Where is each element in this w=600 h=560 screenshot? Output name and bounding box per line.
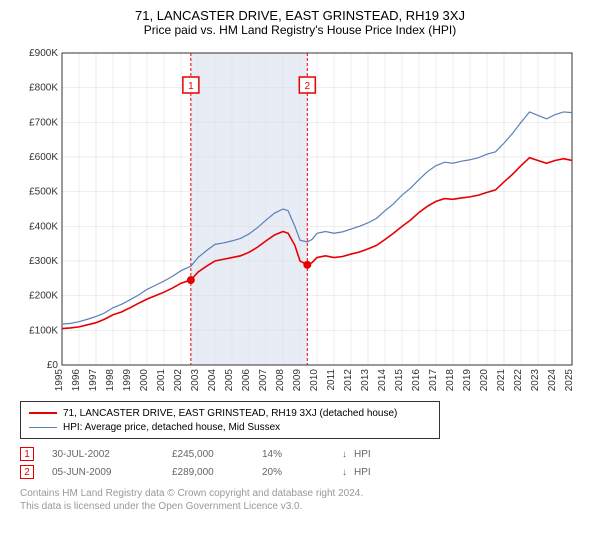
transaction-marker-1: 1 <box>20 447 34 461</box>
svg-text:2022: 2022 <box>513 369 524 392</box>
svg-text:£500K: £500K <box>29 187 58 198</box>
chart-title: 71, LANCASTER DRIVE, EAST GRINSTEAD, RH1… <box>20 8 580 23</box>
svg-text:£900K: £900K <box>29 48 58 59</box>
svg-text:1996: 1996 <box>71 369 82 392</box>
svg-text:2017: 2017 <box>428 369 439 392</box>
legend-label-0: 71, LANCASTER DRIVE, EAST GRINSTEAD, RH1… <box>63 408 397 419</box>
svg-text:1995: 1995 <box>54 369 65 392</box>
transaction-price-2: £289,000 <box>172 467 262 478</box>
legend: 71, LANCASTER DRIVE, EAST GRINSTEAD, RH1… <box>20 401 440 439</box>
svg-text:1: 1 <box>188 81 194 92</box>
svg-text:2014: 2014 <box>377 369 388 392</box>
svg-text:2009: 2009 <box>292 369 303 392</box>
svg-text:2003: 2003 <box>190 369 201 392</box>
transaction-pct-1: 14% <box>262 449 342 460</box>
copyright-line: Contains HM Land Registry data © Crown c… <box>20 487 580 500</box>
svg-text:2001: 2001 <box>156 369 167 392</box>
down-arrow-icon: ↓ <box>342 449 354 460</box>
svg-text:2: 2 <box>305 81 311 92</box>
licence-line: This data is licensed under the Open Gov… <box>20 500 580 513</box>
chart-area: £0£100K£200K£300K£400K£500K£600K£700K£80… <box>20 45 580 395</box>
legend-label-1: HPI: Average price, detached house, Mid … <box>63 422 280 433</box>
transaction-hpi-2: HPI <box>354 467 371 478</box>
svg-text:£100K: £100K <box>29 325 58 336</box>
legend-item-hpi: HPI: Average price, detached house, Mid … <box>29 420 431 434</box>
legend-swatch-1 <box>29 427 57 428</box>
svg-text:2013: 2013 <box>360 369 371 392</box>
transaction-date-1: 30-JUL-2002 <box>52 449 172 460</box>
legend-item-property: 71, LANCASTER DRIVE, EAST GRINSTEAD, RH1… <box>29 406 431 420</box>
transaction-table: 1 30-JUL-2002 £245,000 14% ↓ HPI 2 05-JU… <box>20 445 580 481</box>
transaction-marker-2: 2 <box>20 465 34 479</box>
svg-text:2019: 2019 <box>462 369 473 392</box>
svg-text:£600K: £600K <box>29 152 58 163</box>
transaction-date-2: 05-JUN-2009 <box>52 467 172 478</box>
transaction-row-2: 2 05-JUN-2009 £289,000 20% ↓ HPI <box>20 463 580 481</box>
svg-text:2025: 2025 <box>564 369 575 392</box>
svg-text:2018: 2018 <box>445 369 456 392</box>
svg-text:£200K: £200K <box>29 291 58 302</box>
svg-text:2002: 2002 <box>173 369 184 392</box>
svg-text:2000: 2000 <box>139 369 150 392</box>
svg-text:2006: 2006 <box>241 369 252 392</box>
svg-text:1997: 1997 <box>88 369 99 392</box>
svg-text:£300K: £300K <box>29 256 58 267</box>
svg-text:2024: 2024 <box>547 369 558 392</box>
svg-text:2005: 2005 <box>224 369 235 392</box>
svg-text:2012: 2012 <box>343 369 354 392</box>
svg-text:2008: 2008 <box>275 369 286 392</box>
chart-subtitle: Price paid vs. HM Land Registry's House … <box>20 23 580 37</box>
svg-text:£800K: £800K <box>29 83 58 94</box>
svg-text:2011: 2011 <box>326 369 337 391</box>
transaction-hpi-1: HPI <box>354 449 371 460</box>
svg-text:2015: 2015 <box>394 369 405 392</box>
down-arrow-icon: ↓ <box>342 467 354 478</box>
transaction-pct-2: 20% <box>262 467 342 478</box>
svg-text:1999: 1999 <box>122 369 133 392</box>
svg-text:1998: 1998 <box>105 369 116 392</box>
footer-text: Contains HM Land Registry data © Crown c… <box>20 487 580 513</box>
svg-text:£400K: £400K <box>29 221 58 232</box>
transaction-price-1: £245,000 <box>172 449 262 460</box>
transaction-row-1: 1 30-JUL-2002 £245,000 14% ↓ HPI <box>20 445 580 463</box>
legend-swatch-0 <box>29 412 57 414</box>
svg-text:2004: 2004 <box>207 369 218 392</box>
svg-text:2023: 2023 <box>530 369 541 392</box>
svg-text:2021: 2021 <box>496 369 507 392</box>
svg-text:2016: 2016 <box>411 369 422 392</box>
svg-text:2020: 2020 <box>479 369 490 392</box>
svg-text:£700K: £700K <box>29 117 58 128</box>
svg-text:2010: 2010 <box>309 369 320 392</box>
svg-text:2007: 2007 <box>258 369 269 392</box>
